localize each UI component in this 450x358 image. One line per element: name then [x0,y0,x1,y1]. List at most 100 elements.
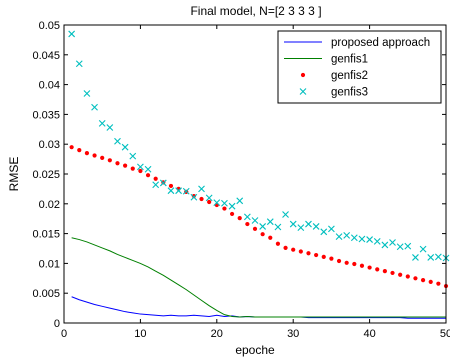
data-point-genfis3 [236,197,244,205]
data-point-genfis3 [213,199,221,206]
data-point-genfis2 [420,277,426,283]
data-point-genfis3 [419,245,427,253]
data-point-genfis3 [243,213,251,221]
data-point-genfis3 [221,199,228,207]
legend-entry-genfis3: genfis3 [299,87,368,99]
data-point-genfis2 [123,163,128,168]
y-tick-label: 0.045 [32,50,60,62]
data-point-genfis3 [305,220,312,228]
y-tick-label: 0.025 [32,169,60,181]
data-point-genfis2 [229,211,235,217]
x-axis-label: epoche [235,343,275,357]
data-point-genfis2 [436,281,441,286]
data-point-genfis2 [130,166,135,171]
data-point-genfis3 [297,224,305,232]
data-point-genfis2 [428,279,433,284]
data-point-genfis3 [159,179,167,187]
chart-title: Final model, N=[2 3 3 3 ] [190,4,321,18]
data-point-genfis2 [298,249,303,254]
legend-entry-proposed-approach: proposed approach [284,37,430,49]
data-point-genfis2 [344,260,349,265]
data-point-genfis3 [358,235,366,243]
data-point-genfis3 [167,187,175,195]
data-marks [68,30,450,319]
data-point-genfis2 [115,161,120,166]
data-point-genfis2 [245,221,250,227]
data-point-genfis2 [375,267,380,272]
legend: proposed approach genfis1 genfis2 genfis3 [277,30,442,104]
data-point-genfis2 [283,245,288,251]
data-point-genfis3 [381,241,389,249]
y-tick-label: 0.04 [39,80,60,92]
data-point-genfis2 [207,199,212,205]
data-point-genfis3 [282,211,289,218]
legend-entry-genfis2: genfis2 [300,70,368,82]
data-point-genfis2 [321,254,326,259]
data-point-genfis3 [106,124,114,131]
data-point-genfis3 [114,137,121,145]
data-point-genfis3 [75,60,83,68]
y-tick-label: 0.03 [39,139,60,151]
data-point-genfis2 [329,256,334,261]
series-genfis3 [68,30,450,262]
data-point-genfis3 [396,243,404,251]
x-axis: 0 10 20 30 40 50 [61,25,450,340]
series-genfis2 [69,145,449,289]
data-point-genfis2 [77,148,82,153]
legend-label: genfis2 [331,70,368,82]
data-point-genfis2 [405,274,410,279]
data-point-genfis2 [100,155,105,161]
x-tick-label: 50 [440,328,450,340]
data-point-genfis3 [412,254,419,261]
series-line-genfis1 [71,237,446,318]
series-genfis1 [71,237,446,318]
data-point-genfis3 [129,152,137,160]
data-point-genfis2 [390,270,395,276]
legend-label: proposed approach [331,37,430,49]
x-tick-label: 10 [134,328,146,340]
data-point-genfis3 [190,193,198,201]
data-point-genfis3 [335,233,343,240]
data-point-genfis2 [291,247,296,252]
data-point-genfis3 [312,223,320,230]
data-point-genfis3 [144,165,152,173]
legend-box [277,30,442,104]
data-point-genfis2 [260,232,265,237]
data-point-genfis3 [266,218,274,226]
data-point-genfis2 [191,193,196,199]
data-point-genfis3 [389,239,396,246]
data-point-genfis2 [275,241,281,246]
data-point-genfis3 [328,225,335,233]
data-point-genfis2 [413,276,418,281]
data-point-genfis3 [91,103,98,111]
data-point-genfis2 [359,263,365,268]
x-tick-label: 20 [211,328,223,340]
y-tick-label: 0.01 [39,258,60,270]
data-point-genfis3 [289,220,297,228]
data-point-genfis2 [382,269,387,274]
data-point-genfis3 [343,231,351,239]
data-point-genfis3 [251,217,259,224]
data-point-genfis2 [367,265,372,270]
data-point-genfis3 [98,119,106,127]
data-point-genfis2 [107,158,112,163]
data-point-genfis3 [434,253,442,261]
data-point-genfis3 [198,185,205,193]
data-point-genfis3 [366,236,373,243]
y-tick-label: 0.02 [39,199,60,211]
data-point-genfis2 [69,145,74,150]
y-tick-label: 0 [54,318,60,330]
data-point-genfis2 [153,176,158,181]
data-point-genfis2 [199,196,204,202]
data-point-genfis3 [205,194,213,202]
data-point-genfis3 [182,187,190,195]
data-point-genfis3 [83,90,91,97]
data-point-genfis3 [427,254,435,261]
y-axis-label: RMSE [7,157,21,192]
y-tick-label: 0.015 [32,229,60,241]
data-point-genfis2 [222,206,227,211]
data-point-genfis3 [121,143,129,151]
data-point-genfis3 [228,202,236,210]
legend-label: genfis1 [331,54,368,66]
